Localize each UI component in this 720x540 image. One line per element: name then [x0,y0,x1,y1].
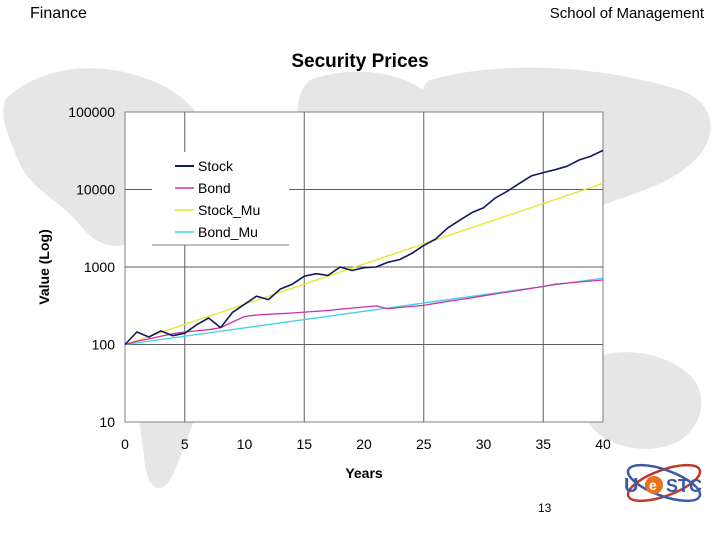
y-tick-label: 100000 [68,104,115,120]
x-tick-label: 0 [121,436,129,452]
series-lines [124,149,604,346]
legend-label: Bond [198,180,231,196]
header-left-text: Finance [30,5,87,22]
series-line-bond [124,279,604,346]
legend-box [152,152,289,245]
header-right-text: School of Management [549,5,704,22]
series-line-stock [124,149,604,346]
uestc-logo: U e STC [624,463,702,503]
logo-letter-u: U [624,475,638,497]
legend-label: Stock_Mu [198,202,260,218]
x-tick-label: 10 [237,436,253,452]
logo-letter-e: e [649,477,657,493]
x-tick-label: 20 [356,436,372,452]
x-tick-label: 5 [181,436,189,452]
legend-label: Bond_Mu [198,224,258,240]
x-axis-label: Years [345,465,383,481]
x-tick-label: 40 [595,436,611,452]
x-tick-label: 25 [416,436,432,452]
x-tick-label: 30 [476,436,492,452]
page-number: 13 [538,501,552,515]
x-tick-label: 15 [296,436,312,452]
legend-label: Stock [198,158,234,174]
logo-letters-stc: STC [666,476,702,496]
y-tick-label: 1000 [84,259,115,275]
y-axis-label: Value (Log) [36,229,52,304]
chart-title: Security Prices [291,51,429,72]
legend: Stock Bond Stock_Mu Bond_Mu [152,152,289,246]
x-tick-labels: 0 5 10 15 20 25 30 35 40 [121,436,611,452]
y-tick-label: 100 [92,337,116,353]
y-tick-labels: 10 100 1000 10000 100000 [68,104,115,430]
x-tick-label: 35 [535,436,551,452]
y-tick-label: 10000 [76,182,115,198]
y-tick-label: 10 [99,414,115,430]
series-line-stock-mu [124,182,604,346]
